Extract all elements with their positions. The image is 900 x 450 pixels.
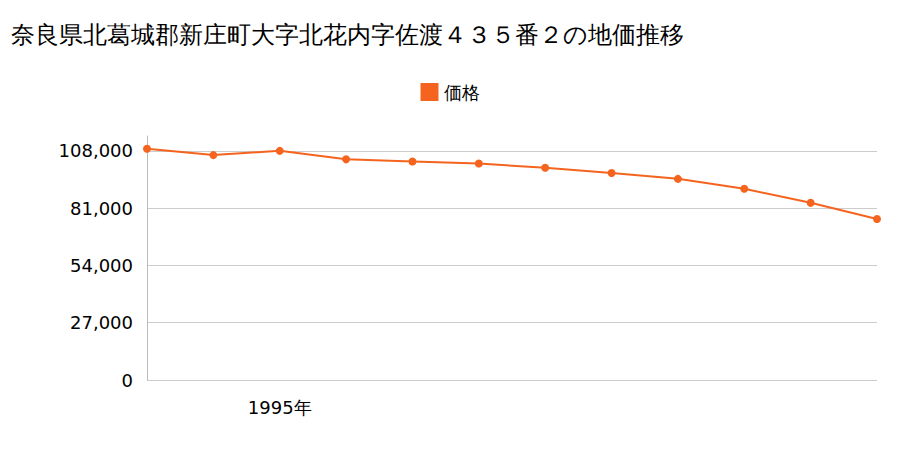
svg-text:価格: 価格 <box>444 82 480 103</box>
svg-text:0: 0 <box>122 370 133 391</box>
svg-text:81,000: 81,000 <box>70 198 133 219</box>
svg-text:27,000: 27,000 <box>70 312 133 333</box>
svg-text:54,000: 54,000 <box>70 255 133 276</box>
svg-text:1995年: 1995年 <box>248 397 312 418</box>
svg-text:108,000: 108,000 <box>59 140 133 161</box>
svg-text:奈良県北葛城郡新庄町大字北花内字佐渡４３５番２の地価推移: 奈良県北葛城郡新庄町大字北花内字佐渡４３５番２の地価推移 <box>11 21 684 49</box>
